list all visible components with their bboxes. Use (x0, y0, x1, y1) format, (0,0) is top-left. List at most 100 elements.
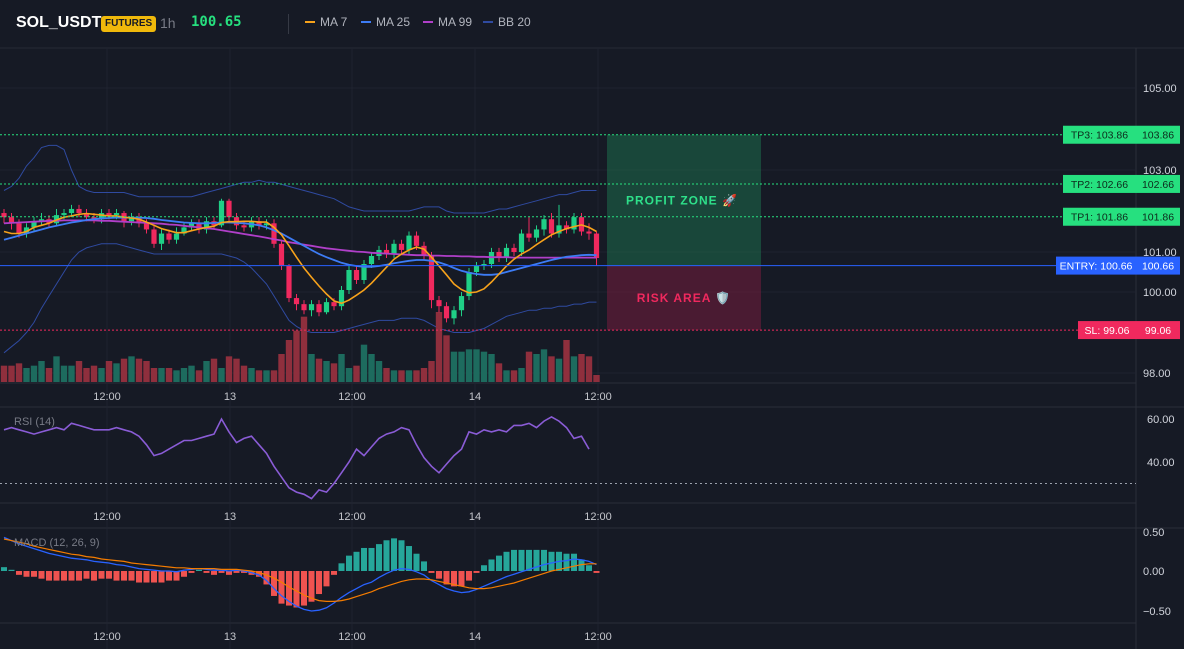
candle-body (518, 233, 525, 252)
time-tick-label: 14 (469, 511, 481, 523)
candle-body (61, 213, 67, 216)
macd-histogram-bar (23, 571, 30, 577)
macd-histogram-bar (38, 571, 45, 579)
macd-histogram-bar (113, 571, 120, 581)
candle-body (406, 235, 412, 250)
macd-pane: 0.50 0.00 −0.50 (1, 527, 1171, 618)
volume-bar (540, 349, 548, 382)
time-tick-label: 13 (224, 391, 236, 403)
candle-body (128, 217, 135, 222)
volume-bar (113, 363, 120, 382)
macd-histogram-bar (53, 571, 60, 581)
symbol-name[interactable]: SOL_USDT (16, 14, 102, 31)
candle-body (8, 217, 15, 224)
volume-bar (360, 344, 368, 382)
volume-bar (8, 365, 15, 382)
macd-histogram-bar (218, 571, 225, 573)
tp1-axis-tag-text: 101.86 (1142, 212, 1174, 224)
macd-histogram-bar (173, 571, 180, 581)
price-axis[interactable]: 105.00 103.00 101.00 100.00 98.00 (1143, 83, 1177, 380)
volume-bar (225, 356, 233, 382)
macd-tick-label: 0.50 (1143, 527, 1164, 539)
volume-bar (15, 363, 23, 382)
candle-body (533, 229, 540, 238)
time-tick-label: 12:00 (584, 631, 612, 643)
candle-body (38, 219, 45, 222)
candle-body (106, 213, 112, 216)
volume-bar (203, 361, 210, 382)
macd-histogram-bar (526, 549, 532, 571)
tp2-level-tag (1063, 174, 1136, 193)
profit-zone-label: PROFIT ZONE 🚀 (626, 194, 738, 208)
candle-body (293, 298, 300, 305)
macd-histogram-bar (548, 551, 555, 571)
volume-bar (533, 354, 540, 382)
header-divider (288, 14, 289, 34)
volume-bar (83, 368, 90, 382)
legend-bb20-label: BB 20 (498, 15, 531, 29)
macd-histogram-bar (203, 571, 210, 573)
legend-ma25[interactable]: MA 25 (361, 15, 410, 29)
macd-histogram-bar (586, 565, 592, 571)
macd-histogram-bar (361, 547, 367, 571)
ma25-swatch (361, 21, 371, 23)
volume-bar (480, 351, 488, 382)
volume-bar (375, 361, 383, 382)
candle-body (391, 243, 397, 254)
volume-bar (345, 368, 353, 382)
candle-body (481, 264, 487, 266)
bollinger-bands (3, 144, 597, 354)
candle-body (226, 200, 232, 218)
volume-bar (255, 370, 263, 382)
macd-histogram-bar (331, 571, 337, 575)
candle-body (301, 304, 307, 311)
volume-bar (75, 361, 83, 382)
macd-histogram-bar (421, 561, 427, 571)
macd-histogram-bar (413, 553, 420, 571)
candle-body (316, 304, 322, 313)
time-tick-label: 12:00 (93, 631, 121, 643)
legend-bb20[interactable]: BB 20 (483, 15, 531, 29)
candle-body (256, 221, 262, 226)
candle-body (428, 256, 435, 301)
candle-body (308, 304, 315, 311)
macd-histogram-bar (458, 571, 465, 587)
macd-histogram-bar (196, 569, 202, 571)
volume-bar (518, 368, 525, 382)
macd-histogram-bar (46, 571, 52, 581)
volume-bar (368, 354, 375, 382)
macd-histogram-bar (76, 571, 82, 581)
macd-histogram-bar (166, 571, 172, 581)
candle-body (503, 247, 510, 258)
volume-bar (98, 368, 105, 382)
tp2-axis-tag (1136, 174, 1180, 193)
candle-body (286, 266, 292, 299)
volume-bar (285, 340, 293, 382)
volume-bar (450, 351, 458, 382)
interval-selector[interactable]: 1h (160, 15, 176, 31)
macd-histogram-bar (136, 571, 142, 583)
macd-histogram-bar (271, 571, 277, 596)
macd-histogram-bar (511, 549, 517, 571)
legend-ma7[interactable]: MA 7 (305, 15, 347, 29)
volume-bar (585, 356, 593, 382)
volume-bar (510, 370, 518, 382)
macd-histogram-bar (571, 553, 577, 571)
price-tick-label: 100.00 (1143, 287, 1177, 299)
macd-histogram-bar (188, 571, 195, 573)
volume-bar (270, 370, 278, 382)
macd-histogram-bar (398, 540, 405, 571)
tp1-level-tag-text: TP1: 101.86 (1071, 212, 1128, 224)
volume-bar (135, 358, 143, 382)
volume-bar (90, 365, 98, 382)
macd-histogram-bar (98, 571, 105, 579)
legend-ma99[interactable]: MA 99 (423, 15, 472, 29)
legend-ma99-label: MA 99 (438, 15, 473, 29)
legend-ma7-label: MA 7 (320, 15, 348, 29)
candle-body (143, 223, 150, 230)
candle-body (511, 247, 517, 252)
macd-histogram-bar (368, 547, 375, 571)
volume-bar (405, 370, 413, 382)
entry-level-tag-text: ENTRY: 100.66 (1060, 261, 1133, 273)
